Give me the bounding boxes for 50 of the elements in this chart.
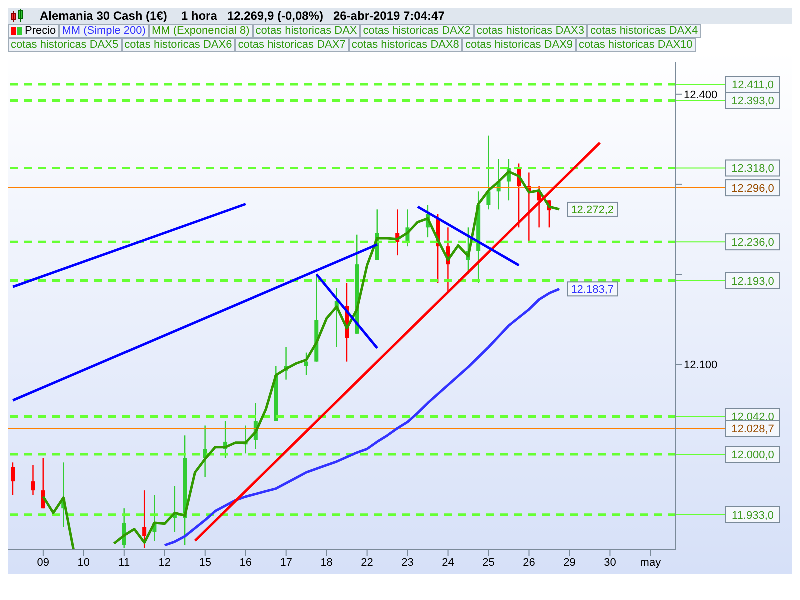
text: cotas historicas DAX10 — [576, 38, 696, 52]
text: cotas historicas DAX — [252, 24, 360, 38]
x-tick-label: 23 — [402, 556, 414, 569]
text: cotas historicas DAX3 — [474, 24, 588, 38]
x-tick-label: 12 — [158, 556, 172, 569]
x-tick-label: 26 — [523, 556, 536, 569]
legend-label: Precio — [8, 24, 60, 38]
ref-line-label: 12.042,0 — [732, 412, 774, 424]
x-tick-label: 16 — [240, 556, 252, 569]
ref-line-label: 12.411,0 — [732, 80, 774, 92]
candlestick — [304, 352, 309, 376]
ref-line-label: 12.393,0 — [732, 96, 774, 108]
text: cotas historicas DAX4 — [587, 24, 702, 38]
text: cotas historicas DAX7 — [235, 38, 349, 52]
line-series — [164, 288, 561, 547]
text: cotas historicas DAX9 — [462, 38, 576, 52]
x-tick-label: 22 — [361, 556, 374, 569]
x-tick-label: 25 — [482, 556, 495, 569]
text: cotas historicas DAX2 — [360, 24, 474, 38]
y-tick-label: 12.100 — [684, 359, 718, 372]
text: MM (Simple 200) — [59, 24, 149, 38]
text: cotas historicas DAX5 — [8, 38, 122, 52]
y-tick-label: 12.400 — [684, 89, 718, 102]
x-tick-label: 17 — [280, 556, 292, 569]
candlestick — [11, 462, 15, 496]
x-tick-label: 29 — [564, 556, 576, 569]
x-tick-label: 09 — [37, 556, 50, 569]
text: MM (Exponencial 8) — [148, 24, 253, 38]
text: cotas historicas DAX6 — [122, 38, 236, 52]
candlestick — [31, 464, 36, 496]
x-tick-label: 30 — [604, 556, 616, 569]
chart-title: Alemania 30 Cash (1€) — [40, 9, 168, 23]
text: cotas historicas DAX8 — [348, 38, 462, 52]
data-label: 12.272,2 — [571, 204, 614, 216]
ref-line-label: 12.318,0 — [732, 163, 774, 176]
ref-line-label: 12.193,0 — [732, 276, 774, 288]
x-tick-label: 15 — [199, 556, 212, 569]
candlestick — [142, 490, 147, 549]
ref-line-label: 11.933,0 — [732, 510, 774, 522]
x-tick-label: 24 — [442, 556, 454, 569]
x-tick-label: 10 — [78, 556, 90, 569]
ref-line-label: 12.000,0 — [732, 450, 774, 462]
x-tick-label: may — [640, 556, 662, 569]
data-label: 12.183,7 — [571, 284, 614, 296]
x-tick-label: 11 — [118, 556, 130, 569]
ref-line-label: 12.028,7 — [732, 424, 774, 436]
chart-subtitle: 1 hora 12.269,9 (-0,08%) 26-abr-2019 7:04:47 — [181, 9, 445, 23]
ref-line-label: 12.296,0 — [732, 183, 774, 196]
x-tick-label: 18 — [320, 556, 333, 569]
ref-line-label: 12.236,0 — [732, 237, 774, 250]
